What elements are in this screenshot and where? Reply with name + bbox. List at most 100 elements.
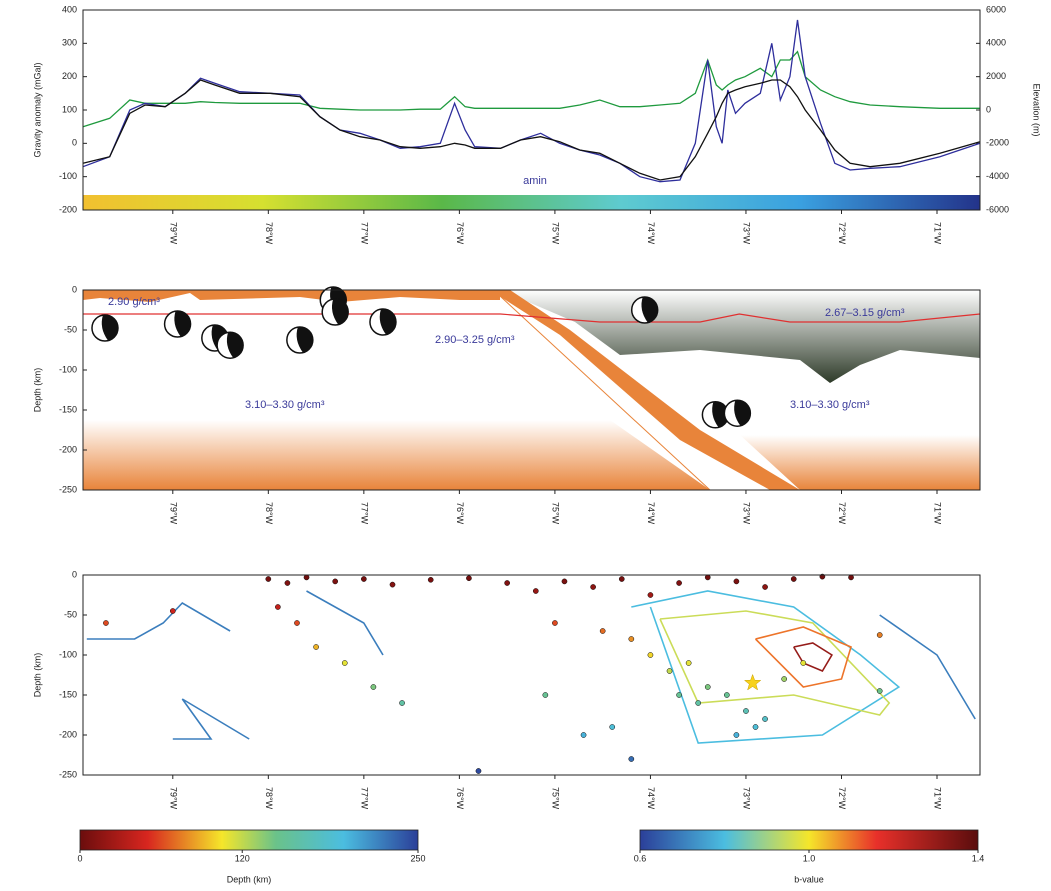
earthquake [733, 578, 740, 585]
slab [490, 290, 800, 490]
x-tick-label: 72°W [837, 222, 847, 245]
colorbar-tick-label: 120 [235, 853, 250, 863]
b-value-contour [172, 698, 250, 740]
mantle [83, 420, 710, 490]
x-tick-label: 76°W [455, 502, 465, 525]
b-value-contour [754, 626, 852, 688]
colorbar-tick-label: 0.6 [634, 853, 647, 863]
b-value-contour [631, 590, 901, 744]
annotation: 3.10–3.30 g/cm³ [245, 399, 325, 411]
x-tick-label: 77°W [359, 222, 369, 245]
x-tick-label: 74°W [646, 502, 656, 525]
earthquake [876, 632, 883, 638]
earthquake [590, 584, 596, 590]
beachball-quadrant [712, 401, 729, 428]
earthquake [580, 732, 587, 738]
earthquake [389, 581, 396, 588]
earthquake [647, 652, 654, 658]
x-tick-label: 71°W [933, 222, 943, 245]
b-value-contour [306, 590, 384, 656]
earthquake [275, 604, 281, 610]
color-strip [83, 195, 980, 210]
x-tick-label: 79°W [168, 502, 178, 525]
x-tick-label: 71°W [933, 502, 943, 525]
colorbar-tick-label: 1.4 [972, 853, 985, 863]
y-tick-label: -250 [59, 484, 77, 494]
y2-tick-label: 2000 [986, 71, 1006, 81]
earthquake [504, 580, 510, 586]
earthquake [628, 756, 635, 762]
x-tick-label: 78°W [264, 222, 274, 245]
y-tick-label: -150 [59, 404, 77, 414]
earthquake [609, 724, 616, 730]
y-tick-label: -100 [59, 649, 77, 659]
slab-top [499, 295, 711, 491]
focal-mechanism [216, 331, 244, 359]
annotation: 2.90 g/cm³ [108, 296, 160, 308]
beachball-quadrant [226, 332, 244, 358]
b-value-contour [879, 614, 976, 720]
plot-frame [82, 289, 981, 491]
y-tick-label: 400 [62, 4, 77, 14]
earthquake [628, 636, 635, 642]
earthquake [676, 580, 682, 586]
y2-tick-label: -4000 [986, 171, 1009, 181]
earthquake [790, 576, 797, 582]
y-tick-label: 0 [72, 569, 77, 579]
y-tick-label: 100 [62, 104, 77, 114]
y-tick-label: -100 [59, 171, 77, 181]
x-tick-label: 72°W [837, 787, 847, 810]
earthquake [303, 574, 310, 581]
y2-tick-label: 4000 [986, 38, 1006, 48]
earthquake [542, 692, 549, 698]
y2-tick-label: -2000 [986, 138, 1009, 148]
x-tick-label: 74°W [646, 787, 656, 810]
x-tick-label: 73°W [742, 222, 752, 245]
annotation: 2.67–3.15 g/cm³ [825, 307, 905, 319]
focal-mechanism [321, 298, 349, 326]
earthquake [762, 584, 768, 590]
mainshock-star [743, 673, 762, 691]
y2-axis-label: Elevation (m) [1032, 83, 1042, 136]
beachball-quadrant [174, 310, 191, 337]
y2-tick-label: -6000 [986, 204, 1009, 214]
y-tick-label: -50 [64, 324, 77, 334]
earthquake [752, 724, 759, 730]
earthquake [666, 668, 673, 674]
earthquake [103, 620, 109, 626]
earthquake [724, 692, 730, 698]
earthquake [561, 578, 568, 585]
y-tick-label: 200 [62, 71, 77, 81]
b-value-contour [86, 601, 231, 640]
y-tick-label: -50 [64, 609, 77, 619]
x-tick-label: 77°W [359, 502, 369, 525]
colorbar [79, 829, 419, 851]
focal-mechanism [163, 310, 192, 338]
y2-tick-label: 0 [986, 104, 991, 114]
earthquake [475, 768, 482, 774]
focal-mechanism [91, 314, 119, 342]
earthquake [360, 576, 367, 582]
line [82, 79, 981, 181]
y-tick-label: -200 [59, 729, 77, 739]
x-tick-label: 73°W [742, 787, 752, 810]
x-tick-label: 77°W [359, 787, 369, 810]
focal-mechanism [630, 296, 659, 324]
earthquake [704, 684, 711, 690]
earthquake [800, 660, 807, 666]
earthquake [762, 716, 768, 722]
x-tick-label: 72°W [837, 502, 847, 525]
y-tick-label: -100 [59, 364, 77, 374]
earthquake [332, 578, 339, 585]
b-value-contour [659, 610, 891, 716]
y-tick-label: -250 [59, 769, 77, 779]
earthquake [848, 574, 854, 581]
earthquake [466, 575, 472, 582]
focal-mechanism [701, 401, 730, 429]
colorbar-tick-label: 250 [410, 853, 425, 863]
focal-mechanism [286, 326, 314, 354]
y2-tick-label: 6000 [986, 4, 1006, 14]
y-tick-label: -200 [59, 204, 77, 214]
earthquake [781, 676, 788, 682]
earthquake [647, 592, 654, 598]
